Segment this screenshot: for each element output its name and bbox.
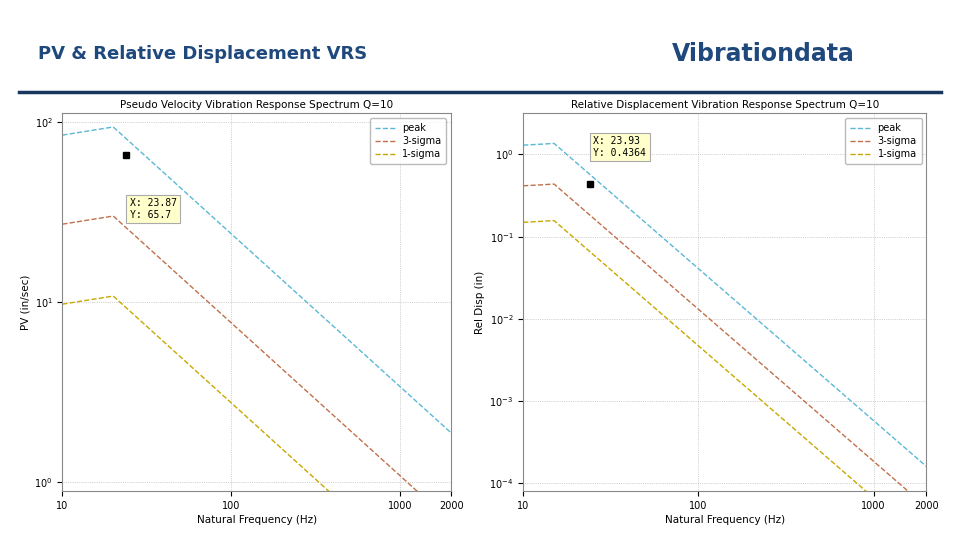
peak	[376, 367, 388, 374]
peak	[758, 322, 770, 329]
Text: X: 23.87
Y: 65.7: X: 23.87 Y: 65.7	[130, 198, 177, 220]
peak	[736, 303, 748, 310]
3-sigma	[289, 377, 300, 383]
peak	[517, 142, 529, 149]
Line: peak: peak	[523, 144, 926, 467]
1-sigma	[289, 457, 300, 463]
3-sigma	[268, 358, 279, 365]
3-sigma	[108, 213, 119, 219]
Text: Vibrationdata: Vibrationdata	[672, 42, 854, 66]
Line: peak: peak	[62, 127, 451, 433]
Y-axis label: PV (in/sec): PV (in/sec)	[20, 275, 30, 330]
peak	[849, 401, 860, 407]
Line: 3-sigma: 3-sigma	[62, 216, 451, 522]
peak	[242, 246, 253, 252]
peak	[912, 455, 924, 462]
3-sigma	[517, 183, 529, 189]
1-sigma	[712, 360, 724, 366]
peak	[289, 288, 300, 294]
Line: 1-sigma: 1-sigma	[62, 296, 451, 540]
peak	[57, 132, 68, 138]
Legend: peak, 3-sigma, 1-sigma: peak, 3-sigma, 1-sigma	[846, 118, 922, 164]
Line: 3-sigma: 3-sigma	[523, 184, 926, 507]
1-sigma	[912, 532, 924, 539]
peak	[437, 422, 448, 428]
1-sigma	[245, 417, 256, 423]
peak	[548, 140, 560, 147]
peak	[712, 282, 724, 289]
3-sigma	[445, 519, 457, 525]
3-sigma	[912, 496, 924, 503]
3-sigma	[758, 363, 770, 369]
3-sigma	[712, 323, 724, 329]
Y-axis label: Rel Disp (in): Rel Disp (in)	[475, 271, 485, 334]
Text: X: 23.93
Y: 0.4364: X: 23.93 Y: 0.4364	[593, 136, 646, 158]
Line: 1-sigma: 1-sigma	[523, 220, 926, 540]
Title: Relative Displacement Vibration Response Spectrum Q=10: Relative Displacement Vibration Response…	[570, 100, 879, 110]
3-sigma	[242, 335, 253, 341]
3-sigma	[709, 321, 721, 327]
3-sigma	[921, 504, 932, 510]
peak	[709, 280, 721, 287]
1-sigma	[108, 293, 119, 299]
Title: Pseudo Velocity Vibration Response Spectrum Q=10: Pseudo Velocity Vibration Response Spect…	[120, 100, 394, 110]
1-sigma	[517, 219, 529, 226]
peak	[921, 463, 932, 470]
3-sigma	[437, 511, 448, 517]
X-axis label: Natural Frequency (Hz): Natural Frequency (Hz)	[664, 515, 785, 525]
3-sigma	[548, 181, 560, 187]
peak	[268, 269, 279, 275]
3-sigma	[376, 456, 388, 462]
1-sigma	[376, 536, 388, 540]
peak	[445, 430, 457, 436]
Legend: peak, 3-sigma, 1-sigma: peak, 3-sigma, 1-sigma	[371, 118, 446, 164]
1-sigma	[758, 400, 770, 406]
3-sigma	[57, 221, 68, 227]
Text: PV & Relative Displacement VRS: PV & Relative Displacement VRS	[38, 45, 368, 63]
1-sigma	[849, 478, 860, 484]
3-sigma	[245, 337, 256, 343]
peak	[108, 124, 119, 130]
1-sigma	[736, 381, 748, 387]
1-sigma	[57, 301, 68, 307]
1-sigma	[709, 357, 721, 364]
1-sigma	[242, 415, 253, 421]
peak	[245, 248, 256, 254]
1-sigma	[548, 217, 560, 224]
3-sigma	[736, 344, 748, 350]
1-sigma	[268, 438, 279, 444]
X-axis label: Natural Frequency (Hz): Natural Frequency (Hz)	[197, 515, 317, 525]
3-sigma	[849, 442, 860, 448]
